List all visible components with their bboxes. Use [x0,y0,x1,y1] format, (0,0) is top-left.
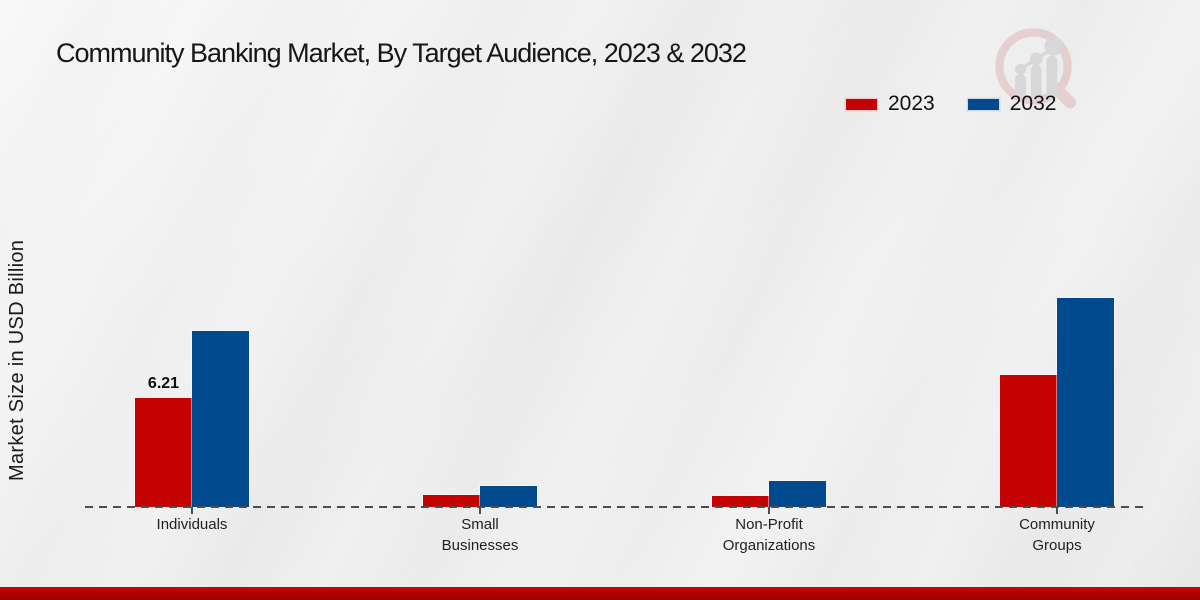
x-tick-mark [768,507,770,514]
magnifier-bar-chart-watermark-icon [995,28,1077,109]
bar-2032-small-businesses [480,486,537,507]
bar-2032-individuals [192,331,249,507]
x-tick-mark [479,507,481,514]
footer-accent-bar [0,587,1200,600]
legend-label-2023: 2023 [888,92,935,115]
legend-swatch-2023 [845,97,878,111]
x-tick-label-individuals: Individuals [156,516,228,533]
legend-item-2023: 2023 [845,92,935,116]
bar-2023-individuals [135,398,192,507]
x-tick-label-small-businesses: Small Businesses [441,516,519,554]
x-tick-mark [1056,507,1058,514]
legend: 2023 2032 [845,92,1056,116]
bar-value-label: 6.21 [147,375,180,393]
legend-item-2032: 2032 [966,92,1057,116]
x-tick-label-non-profit-organizations: Non-Profit Organizations [722,516,816,554]
x-tick-mark [191,507,193,514]
x-axis-dashed-baseline [85,506,1145,508]
legend-swatch-2032 [966,97,1000,111]
bar-2023-community-groups [1000,375,1057,507]
bar-2032-community-groups [1057,298,1114,507]
legend-label-2032: 2032 [1009,92,1057,115]
chart-title: Community Banking Market, By Target Audi… [56,38,747,68]
bar-2023-small-businesses [423,495,480,507]
bar-2032-non-profit-organizations [769,481,826,507]
x-tick-label-community-groups: Community Groups [1019,516,1095,554]
bar-2023-non-profit-organizations [712,496,769,507]
